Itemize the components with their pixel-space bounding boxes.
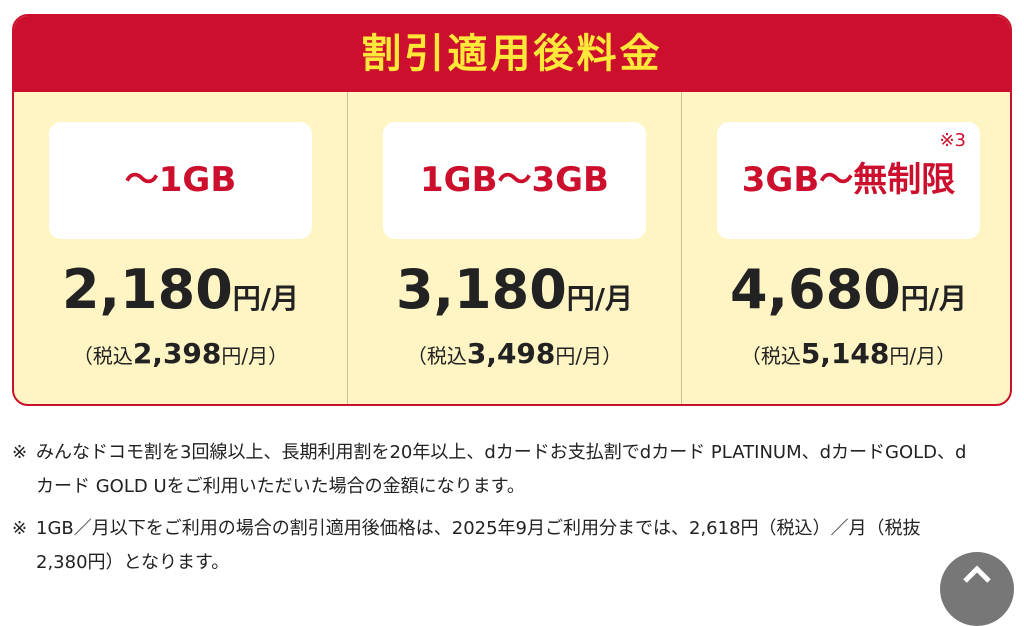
plan: 1GB～3GB 3,180円/月 （税込3,498円/月） [347, 92, 681, 404]
plan-label: 1GB～3GB [383, 122, 646, 239]
unit: 円/月 [900, 282, 968, 315]
tax-amount: 3,498 [466, 337, 556, 370]
unit: 円/月 [566, 282, 634, 315]
note-marker: ※ [12, 442, 28, 463]
scroll-top-button[interactable] [940, 552, 1014, 626]
note: ※ 1GB／月以下をご利用の場合の割引適用後価格は、2025年9月ご利用分までは、… [12, 512, 972, 580]
note-marker: ※ [12, 518, 28, 539]
price: 2,180 [61, 258, 233, 321]
tax-amount: 2,398 [132, 337, 222, 370]
tax-price: （税込3,498円/月） [348, 337, 681, 373]
note-text: みんなドコモ割を3回線以上、長期利用割を20年以上、dカードお支払割でdカード … [36, 442, 967, 497]
tax-price: （税込2,398円/月） [14, 337, 347, 373]
price: 3,180 [395, 258, 567, 321]
tax-suffix: 円/月） [555, 344, 623, 368]
tax-suffix: 円/月） [221, 344, 289, 368]
arrow-icon [963, 565, 991, 583]
tax-suffix: 円/月） [889, 344, 957, 368]
plan-price: 2,180円/月 [14, 255, 347, 334]
plan-price: 3,180円/月 [348, 255, 681, 334]
unit: 円/月 [232, 282, 300, 315]
tax-price: （税込5,148円/月） [682, 337, 1010, 373]
panel-title: 割引適用後料金 [14, 16, 1010, 92]
plan-label: ～1GB [49, 122, 312, 239]
notes: ※ みんなドコモ割を3回線以上、長期利用割を20年以上、dカードお支払割でdカード… [12, 436, 972, 588]
plan-label-text: 1GB～3GB [420, 160, 609, 200]
plan-label: ※3 3GB～無制限 [717, 122, 980, 239]
tax-prefix: （税込 [72, 344, 133, 368]
note: ※ みんなドコモ割を3回線以上、長期利用割を20年以上、dカードお支払割でdカード… [12, 436, 972, 504]
price: 4,680 [729, 258, 901, 321]
note-text: 1GB／月以下をご利用の場合の割引適用後価格は、2025年9月ご利用分までは、2… [36, 518, 921, 573]
tax-amount: 5,148 [800, 337, 890, 370]
plan-note: ※3 [939, 130, 966, 151]
plan: ※3 3GB～無制限 4,680円/月 （税込5,148円/月） [681, 92, 1010, 404]
plan-price: 4,680円/月 [682, 255, 1010, 334]
tax-prefix: （税込 [740, 344, 801, 368]
plan: ～1GB 2,180円/月 （税込2,398円/月） [14, 92, 347, 404]
price-panel: 割引適用後料金 ～1GB 2,180円/月 （税込2,398円/月） 1GB～3… [12, 14, 1012, 406]
tax-prefix: （税込 [406, 344, 467, 368]
plan-label-text: 3GB～無制限 [741, 160, 956, 200]
plan-label-text: ～1GB [124, 160, 237, 200]
page: 割引適用後料金 ～1GB 2,180円/月 （税込2,398円/月） 1GB～3… [12, 14, 1014, 626]
